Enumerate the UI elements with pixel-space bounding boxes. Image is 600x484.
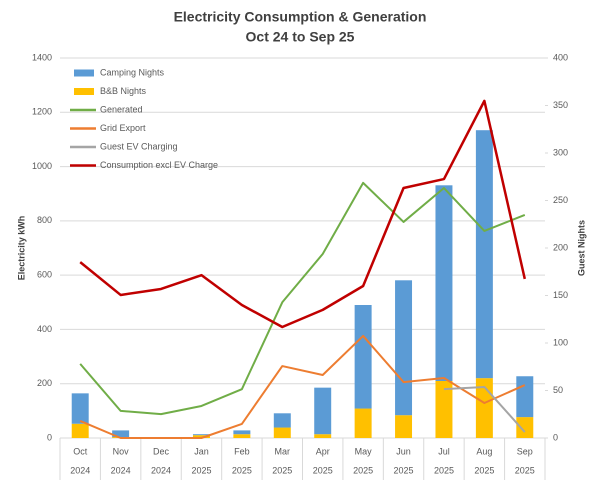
x-tick-year: 2024 [151, 465, 171, 475]
y2-axis-title: Guest Nights [576, 220, 586, 276]
legend-label: Consumption excl EV Charge [100, 160, 218, 170]
y-tick-label: 200 [37, 378, 52, 388]
x-tick-year: 2025 [394, 465, 414, 475]
legend-label: B&B Nights [100, 86, 147, 96]
bar [192, 434, 210, 436]
y-tick-label: 600 [37, 270, 52, 280]
bar [314, 434, 332, 438]
y2-tick-label: 0 [553, 432, 558, 442]
legend-label: Camping Nights [100, 67, 165, 77]
x-tick-label: Jun [396, 446, 411, 456]
bar [71, 393, 89, 424]
x-tick-label: Jul [438, 446, 450, 456]
bar [314, 387, 332, 435]
bar [233, 430, 251, 435]
line [443, 385, 526, 433]
bar [435, 381, 453, 438]
bar [273, 413, 291, 428]
y2-tick-label: 300 [553, 147, 568, 157]
y-tick-label: 400 [37, 324, 52, 334]
y-tick-label: 1200 [32, 107, 52, 117]
bar [435, 185, 453, 381]
x-tick-label: Nov [113, 446, 130, 456]
chart-subtitle: Oct 24 to Sep 25 [246, 29, 355, 45]
y2-tick-label: 150 [553, 290, 568, 300]
bar [273, 427, 291, 438]
line [79, 99, 527, 329]
x-tick-label: Dec [153, 446, 170, 456]
bar [71, 423, 89, 438]
bar [475, 130, 493, 379]
legend-label: Guest EV Charging [100, 141, 178, 151]
y2-tick-label: 250 [553, 195, 568, 205]
x-tick-year: 2024 [70, 465, 90, 475]
line [79, 181, 526, 416]
bar [395, 415, 413, 438]
x-tick-label: Feb [234, 446, 250, 456]
y-tick-label: 1000 [32, 161, 52, 171]
x-tick-label: Mar [275, 446, 291, 456]
x-tick-year: 2025 [191, 465, 211, 475]
y2-tick-label: 350 [553, 100, 568, 110]
bar [354, 305, 372, 409]
x-tick-year: 2025 [474, 465, 494, 475]
line [79, 334, 526, 439]
x-tick-year: 2025 [515, 465, 535, 475]
bar [354, 408, 372, 438]
x-tick-label: May [355, 446, 373, 456]
bar [516, 376, 534, 418]
legend-label: Generated [100, 104, 143, 114]
x-tick-year: 2025 [232, 465, 252, 475]
x-tick-label: Apr [316, 446, 330, 456]
chart-title: Electricity Consumption & Generation [174, 9, 427, 25]
x-tick-label: Oct [73, 446, 88, 456]
x-tick-label: Sep [517, 446, 533, 456]
x-tick-year: 2025 [434, 465, 454, 475]
y-tick-label: 0 [47, 432, 52, 442]
y-axis-title: Electricity kWh [16, 216, 26, 281]
bar [516, 417, 534, 438]
y2-tick-label: 400 [553, 52, 568, 62]
x-tick-label: Aug [476, 446, 492, 456]
x-tick-year: 2025 [353, 465, 373, 475]
x-tick-year: 2024 [111, 465, 131, 475]
bar [395, 280, 413, 416]
y-tick-label: 1400 [32, 52, 52, 62]
x-tick-label: Jan [194, 446, 209, 456]
y-tick-label: 800 [37, 215, 52, 225]
x-tick-year: 2025 [313, 465, 333, 475]
bar [192, 435, 210, 438]
bar [233, 434, 251, 438]
legend-swatch [74, 88, 94, 95]
y2-tick-label: 200 [553, 242, 568, 252]
x-tick-year: 2025 [272, 465, 292, 475]
y2-tick-label: 100 [553, 337, 568, 347]
y2-tick-label: 50 [553, 385, 563, 395]
legend-swatch [74, 69, 94, 77]
legend-label: Grid Export [100, 123, 146, 133]
bar [112, 430, 130, 438]
